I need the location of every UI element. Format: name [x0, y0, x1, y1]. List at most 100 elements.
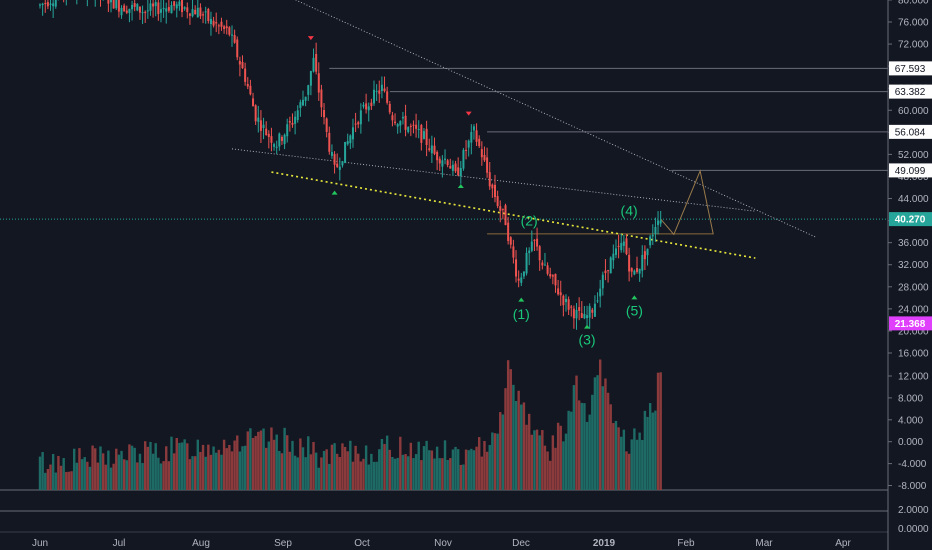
candle — [280, 137, 283, 141]
candle — [349, 135, 352, 144]
volume-bar — [307, 436, 310, 490]
volume-bar — [233, 440, 236, 490]
volume-bar — [138, 453, 142, 490]
volume-bar — [530, 434, 534, 490]
volume-bar — [136, 462, 139, 490]
volume-bar — [41, 452, 44, 490]
candle — [52, 3, 55, 7]
volume-bar — [459, 464, 462, 490]
price-axis[interactable]: 80.00076.00072.00068.00064.00060.00056.0… — [888, 0, 932, 535]
volume-bar — [409, 442, 413, 490]
forecast-path[interactable] — [660, 169, 714, 236]
volume-bar — [222, 439, 226, 490]
volume-bar — [543, 445, 547, 490]
volume-bar — [509, 369, 512, 490]
volume-tick-label: -8.000 — [898, 481, 927, 492]
price-label: 49.099 — [895, 166, 926, 177]
candle — [225, 26, 228, 29]
candle — [475, 130, 478, 142]
volume-bar — [401, 454, 405, 490]
candle — [422, 131, 425, 139]
candle — [562, 295, 565, 306]
candle — [478, 138, 481, 147]
trendline[interactable] — [271, 171, 756, 259]
candle — [283, 134, 286, 145]
candle — [543, 264, 546, 266]
volume-bar — [144, 441, 147, 490]
volume-bar — [467, 450, 470, 490]
trendlines[interactable] — [211, 0, 817, 259]
volume-bar — [257, 431, 260, 490]
candle — [270, 136, 273, 143]
volume-bar — [236, 435, 239, 490]
volume-bar — [217, 449, 221, 490]
candle — [394, 121, 397, 124]
volume-tick-label: 12.000 — [898, 372, 929, 383]
volume-bar — [304, 457, 307, 490]
candle — [525, 252, 528, 274]
volume-bar — [322, 450, 326, 490]
time-tick-label: Jul — [113, 538, 126, 549]
candle — [170, 5, 173, 14]
candle — [46, 2, 49, 7]
candle — [317, 73, 320, 93]
volume-bar — [220, 454, 223, 490]
volume-bar — [238, 451, 242, 490]
volume-bar — [280, 453, 284, 490]
volume-bar — [286, 435, 289, 490]
volume-bar — [59, 465, 63, 490]
candle — [209, 18, 212, 25]
candle — [304, 96, 307, 101]
volume-bar — [125, 460, 128, 490]
volume-bar — [525, 424, 528, 490]
volume-bar — [478, 437, 481, 490]
volume-bar — [133, 447, 136, 490]
volume-bar — [604, 378, 607, 490]
candle — [120, 7, 123, 16]
candle — [117, 0, 120, 12]
candle — [370, 102, 373, 107]
volume-bar — [541, 430, 544, 490]
volume-bar — [38, 456, 42, 490]
volume-bar — [404, 454, 407, 490]
volume-bar — [104, 464, 107, 490]
volume-bar — [383, 444, 386, 490]
candle — [299, 102, 302, 108]
candle — [554, 273, 557, 286]
price-label: 67.593 — [895, 64, 926, 75]
volume-bar — [46, 469, 50, 490]
volume-bar — [44, 472, 47, 490]
candle — [570, 306, 573, 308]
candle — [441, 160, 444, 167]
volume-bar — [556, 422, 560, 490]
volume-bar — [583, 403, 586, 490]
volume-bar — [101, 453, 105, 490]
trendline[interactable] — [211, 0, 817, 238]
volume-bar — [472, 450, 476, 490]
volume-bar — [538, 435, 541, 490]
candle — [607, 270, 610, 272]
price-tick-label: 52.000 — [898, 150, 929, 161]
candle — [138, 6, 141, 13]
volume-bar — [109, 467, 113, 490]
volume-bar — [267, 441, 271, 490]
volume-bar — [496, 433, 499, 490]
candle — [236, 39, 239, 58]
volume-bar — [54, 472, 57, 490]
volume-bar — [609, 404, 612, 490]
candle — [488, 172, 491, 187]
price-tick-label: 80.000 — [898, 0, 929, 6]
time-axis[interactable]: Jun Jul Aug Sep Oct Nov Dec 2019 Feb Mar Apr — [32, 538, 852, 549]
time-tick-label: Mar — [755, 538, 773, 549]
volume-bar — [422, 446, 426, 490]
volume-bar — [70, 471, 73, 490]
price-tick-label: 48.000 — [898, 172, 929, 183]
volume-bar — [396, 457, 399, 490]
candle — [659, 220, 662, 224]
volume-bar — [57, 455, 60, 490]
trendline[interactable] — [231, 148, 756, 212]
volume-bar — [341, 443, 344, 490]
price-label-bg — [889, 163, 932, 178]
volume-bar — [193, 456, 197, 490]
